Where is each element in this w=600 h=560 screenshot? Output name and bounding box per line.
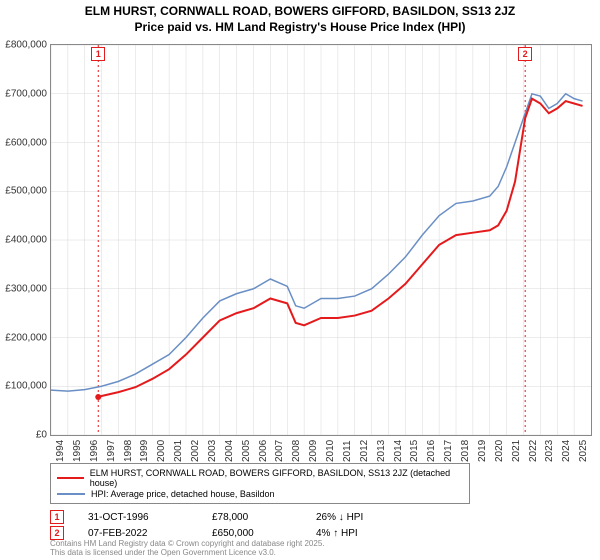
legend-label: HPI: Average price, detached house, Basi…	[91, 489, 274, 499]
legend-swatch	[57, 477, 84, 479]
x-tick-label: 2003	[207, 440, 218, 462]
x-tick-label: 2016	[426, 440, 437, 462]
x-tick-label: 1998	[123, 440, 134, 462]
transaction-row: 2 07-FEB-2022 £650,000 4% ↑ HPI	[50, 526, 363, 540]
x-tick-label: 1999	[139, 440, 150, 462]
transaction-date: 07-FEB-2022	[88, 528, 188, 539]
x-tick-label: 2000	[156, 440, 167, 462]
y-tick-label: £200,000	[3, 332, 47, 343]
footer-line-2: This data is licensed under the Open Gov…	[50, 549, 325, 558]
x-tick-label: 2006	[258, 440, 269, 462]
x-tick-label: 2020	[494, 440, 505, 462]
transaction-row: 1 31-OCT-1996 £78,000 26% ↓ HPI	[50, 510, 363, 524]
x-tick-label: 2017	[443, 440, 454, 462]
chart-title: ELM HURST, CORNWALL ROAD, BOWERS GIFFORD…	[0, 4, 600, 35]
transaction-marker: 1	[50, 510, 64, 524]
chart-svg	[51, 45, 591, 435]
x-tick-label: 2009	[308, 440, 319, 462]
legend-label: ELM HURST, CORNWALL ROAD, BOWERS GIFFORD…	[90, 468, 463, 488]
title-line-1: ELM HURST, CORNWALL ROAD, BOWERS GIFFORD…	[0, 4, 600, 20]
y-tick-label: £700,000	[3, 88, 47, 99]
y-tick-label: £100,000	[3, 381, 47, 392]
x-tick-label: 2018	[460, 440, 471, 462]
x-tick-label: 1997	[106, 440, 117, 462]
x-tick-label: 2007	[274, 440, 285, 462]
chart-marker-1: 1	[91, 47, 105, 61]
x-tick-label: 2019	[477, 440, 488, 462]
x-tick-label: 2023	[544, 440, 555, 462]
chart-plot-area: £0£100,000£200,000£300,000£400,000£500,0…	[50, 44, 592, 436]
y-tick-label: £400,000	[3, 235, 47, 246]
chart-marker-2: 2	[518, 47, 532, 61]
x-tick-label: 2015	[409, 440, 420, 462]
x-tick-label: 2022	[528, 440, 539, 462]
x-tick-label: 2002	[190, 440, 201, 462]
y-tick-label: £500,000	[3, 186, 47, 197]
x-tick-label: 2011	[342, 440, 353, 462]
x-tick-label: 2014	[393, 440, 404, 462]
x-tick-label: 2012	[359, 440, 370, 462]
x-tick-label: 2005	[241, 440, 252, 462]
y-tick-label: £0	[3, 430, 47, 441]
footer-attribution: Contains HM Land Registry data © Crown c…	[50, 540, 325, 558]
transaction-delta: 4% ↑ HPI	[316, 528, 358, 539]
x-tick-label: 2025	[578, 440, 589, 462]
x-tick-label: 2004	[224, 440, 235, 462]
y-tick-label: £800,000	[3, 40, 47, 51]
x-tick-label: 2024	[561, 440, 572, 462]
x-tick-label: 2008	[291, 440, 302, 462]
x-tick-label: 2010	[325, 440, 336, 462]
legend: ELM HURST, CORNWALL ROAD, BOWERS GIFFORD…	[50, 463, 470, 504]
legend-row-property: ELM HURST, CORNWALL ROAD, BOWERS GIFFORD…	[57, 468, 463, 488]
x-tick-label: 2001	[173, 440, 184, 462]
transaction-table: 1 31-OCT-1996 £78,000 26% ↓ HPI 2 07-FEB-2022…	[50, 508, 363, 542]
x-tick-label: 2021	[511, 440, 522, 462]
transaction-price: £650,000	[212, 528, 292, 539]
transaction-price: £78,000	[212, 512, 292, 523]
x-tick-label: 1996	[89, 440, 100, 462]
legend-row-hpi: HPI: Average price, detached house, Basi…	[57, 489, 463, 499]
transaction-delta: 26% ↓ HPI	[316, 512, 363, 523]
transaction-date: 31-OCT-1996	[88, 512, 188, 523]
x-tick-label: 2013	[376, 440, 387, 462]
y-tick-label: £600,000	[3, 137, 47, 148]
legend-swatch	[57, 493, 85, 495]
title-line-2: Price paid vs. HM Land Registry's House …	[0, 20, 600, 36]
transaction-marker: 2	[50, 526, 64, 540]
y-tick-label: £300,000	[3, 283, 47, 294]
x-tick-label: 1994	[55, 440, 66, 462]
x-tick-label: 1995	[72, 440, 83, 462]
